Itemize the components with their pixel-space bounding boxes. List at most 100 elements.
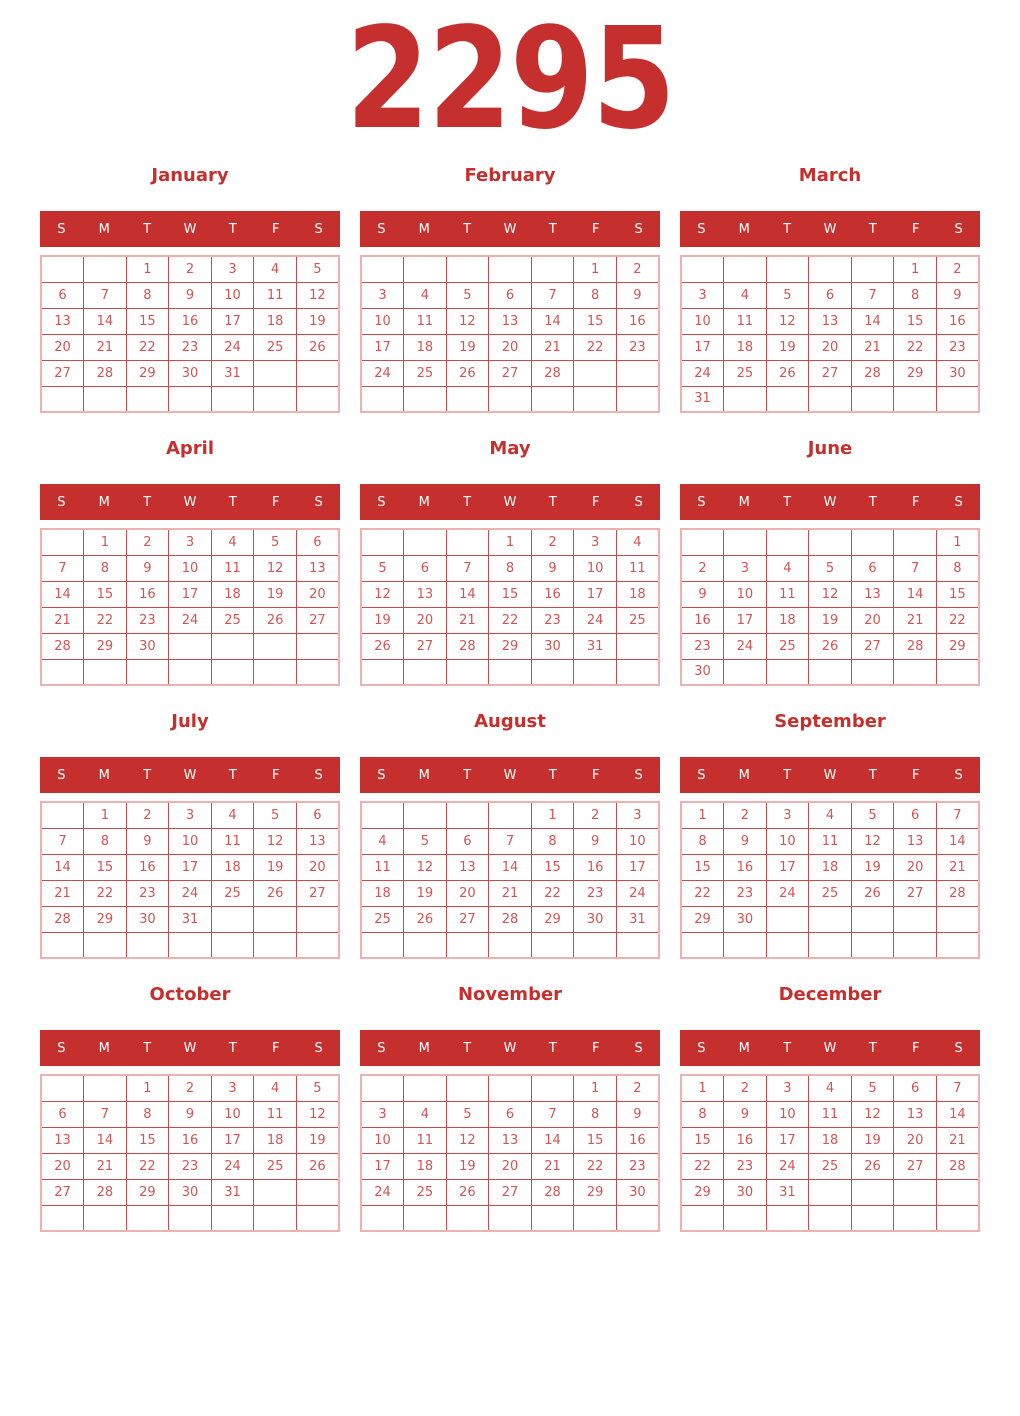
weekday-label: S — [57, 494, 66, 510]
date-cell: 21 — [935, 1126, 980, 1154]
date-cell: 12 — [850, 1100, 895, 1128]
weekday-label: M — [418, 1040, 430, 1056]
date-cell: 3 — [360, 1100, 405, 1128]
week-row — [360, 385, 660, 413]
date-cell: 11 — [360, 853, 405, 881]
date-cell: 24 — [723, 632, 767, 660]
week-row: 10 11 12 13 14 15 16 — [680, 307, 980, 335]
date-cell: 20 — [445, 879, 490, 907]
week-row: 28 29 30 — [40, 632, 340, 660]
date-cell: 17 — [573, 580, 617, 608]
date-cell: 1 — [935, 528, 980, 556]
month-date-grid: 1 2 3 4 5 6 7 8 9 10 11 12 13 14 15 16 17 18 19 20 21 22 23 24 2… — [40, 1074, 340, 1233]
week-row — [360, 931, 660, 959]
empty-date-cell — [850, 528, 895, 556]
date-cell: 27 — [488, 1178, 532, 1206]
weekday-label: W — [503, 767, 517, 783]
date-cell: 25 — [210, 606, 255, 634]
weekday-label: W — [183, 221, 197, 237]
empty-date-cell — [360, 1074, 405, 1102]
empty-date-cell — [850, 1204, 895, 1232]
weekday-label: T — [868, 221, 877, 237]
date-cell: 17 — [765, 1126, 810, 1154]
month-title: April — [165, 438, 215, 460]
date-cell: 7 — [935, 801, 980, 829]
week-row: 6 7 8 9 10 11 12 — [40, 1100, 340, 1128]
weekday-label: S — [314, 494, 323, 510]
weekday-label: S — [697, 494, 706, 510]
date-cell: 28 — [935, 1152, 980, 1180]
week-row — [680, 1204, 980, 1232]
empty-date-cell — [403, 528, 447, 556]
date-cell: 24 — [210, 1152, 255, 1180]
date-cell: 27 — [40, 1178, 85, 1206]
date-cell: 28 — [530, 1178, 575, 1206]
empty-date-cell — [83, 385, 127, 413]
empty-date-cell — [445, 931, 490, 959]
date-cell: 8 — [488, 554, 532, 582]
date-cell: 2 — [168, 255, 212, 283]
empty-date-cell — [445, 1204, 490, 1232]
date-cell: 10 — [210, 281, 255, 309]
date-cell: 31 — [210, 359, 255, 387]
date-cell: 13 — [893, 1100, 937, 1128]
empty-date-cell — [765, 931, 810, 959]
weekday-label: F — [591, 494, 600, 510]
empty-date-cell — [253, 1178, 297, 1206]
date-cell: 10 — [723, 580, 767, 608]
date-cell: 14 — [935, 827, 980, 855]
date-cell: 23 — [125, 606, 170, 634]
weekday-label: T — [868, 1040, 877, 1056]
date-cell: 5 — [850, 1074, 895, 1102]
empty-date-cell — [808, 905, 852, 933]
empty-date-cell — [808, 528, 852, 556]
date-cell: 3 — [680, 281, 725, 309]
date-cell: 10 — [680, 307, 725, 335]
weekday-label: T — [228, 494, 237, 510]
date-cell: 22 — [680, 1152, 725, 1180]
date-cell: 30 — [125, 905, 170, 933]
empty-date-cell — [530, 931, 575, 959]
date-cell: 4 — [808, 801, 852, 829]
date-cell: 18 — [253, 307, 297, 335]
date-cell: 29 — [488, 632, 532, 660]
date-cell: 9 — [935, 281, 980, 309]
date-cell: 4 — [723, 281, 767, 309]
date-cell: 12 — [765, 307, 810, 335]
date-cell: 8 — [83, 827, 127, 855]
week-row: 11 12 13 14 15 16 17 — [360, 853, 660, 881]
date-cell: 23 — [530, 606, 575, 634]
week-row — [40, 931, 340, 959]
empty-date-cell — [680, 1204, 725, 1232]
date-cell: 2 — [573, 801, 617, 829]
empty-date-cell — [765, 528, 810, 556]
date-cell: 5 — [295, 1074, 340, 1102]
week-row: 16 17 18 19 20 21 22 — [680, 606, 980, 634]
empty-date-cell — [893, 1178, 937, 1206]
date-cell: 27 — [40, 359, 85, 387]
date-cell: 25 — [808, 1152, 852, 1180]
empty-date-cell — [210, 905, 255, 933]
weekday-label: S — [634, 767, 643, 783]
empty-date-cell — [168, 1204, 212, 1232]
weekday-label: T — [228, 767, 237, 783]
date-cell: 8 — [125, 1100, 170, 1128]
empty-date-cell — [893, 1204, 937, 1232]
weekday-label: T — [548, 494, 557, 510]
date-cell: 21 — [83, 333, 127, 361]
empty-date-cell — [615, 658, 660, 686]
date-cell: 1 — [83, 528, 127, 556]
date-cell: 3 — [168, 528, 212, 556]
date-cell: 6 — [893, 1074, 937, 1102]
empty-date-cell — [40, 255, 85, 283]
weekday-label: S — [697, 767, 706, 783]
date-cell: 19 — [850, 853, 895, 881]
week-row: 23 24 25 26 27 28 29 — [680, 632, 980, 660]
date-cell: 15 — [83, 853, 127, 881]
